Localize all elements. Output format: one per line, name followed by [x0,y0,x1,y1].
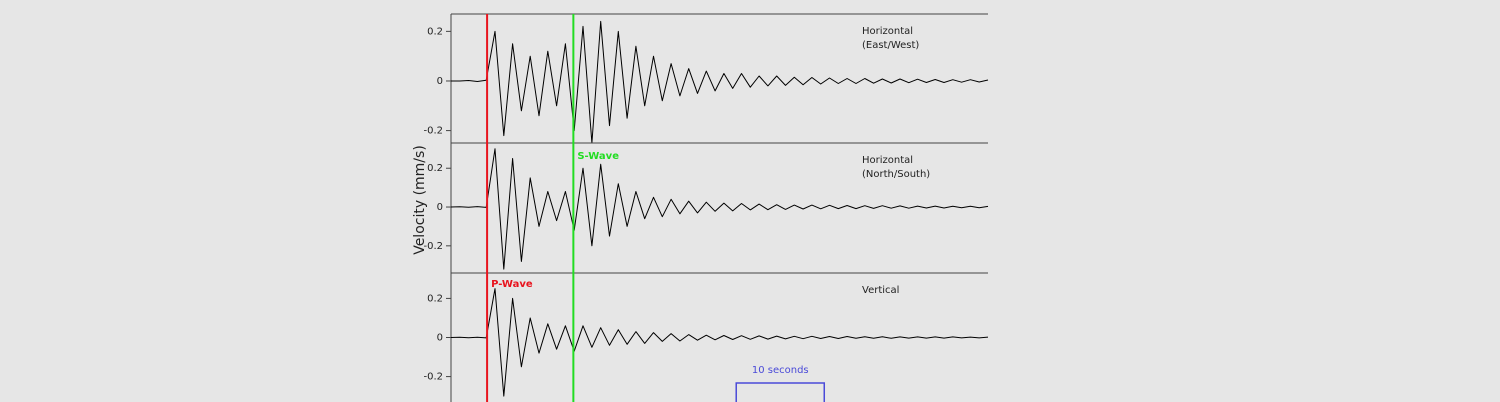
panel-label: Horizontal [862,155,913,166]
phase-label: P-Wave [491,279,533,290]
phase-label: S-Wave [577,151,619,162]
scale-bar [735,382,826,402]
waveform [451,20,989,144]
panel-label: Vertical [862,285,899,296]
y-tick-label: 0.2 [427,293,443,304]
panel-label: (East/West) [862,40,919,51]
waveform [450,148,989,270]
y-tick-label: -0.2 [423,241,443,252]
y-axis-label: Velocity (mm/s) [412,145,428,255]
y-tick-label: 0 [437,202,443,213]
y-tick-label: -0.2 [423,126,443,137]
panel-label: (North/South) [862,169,930,180]
y-tick-label: -0.2 [423,372,443,383]
scale-bar-label: 10 seconds [752,365,809,376]
panel-label: Horizontal [862,26,913,37]
y-tick-label: 0.2 [427,163,443,174]
y-tick-label: 0.2 [427,26,443,37]
y-tick-label: 0 [437,333,443,344]
y-tick-label: 0 [437,76,443,87]
waveform [450,288,989,397]
